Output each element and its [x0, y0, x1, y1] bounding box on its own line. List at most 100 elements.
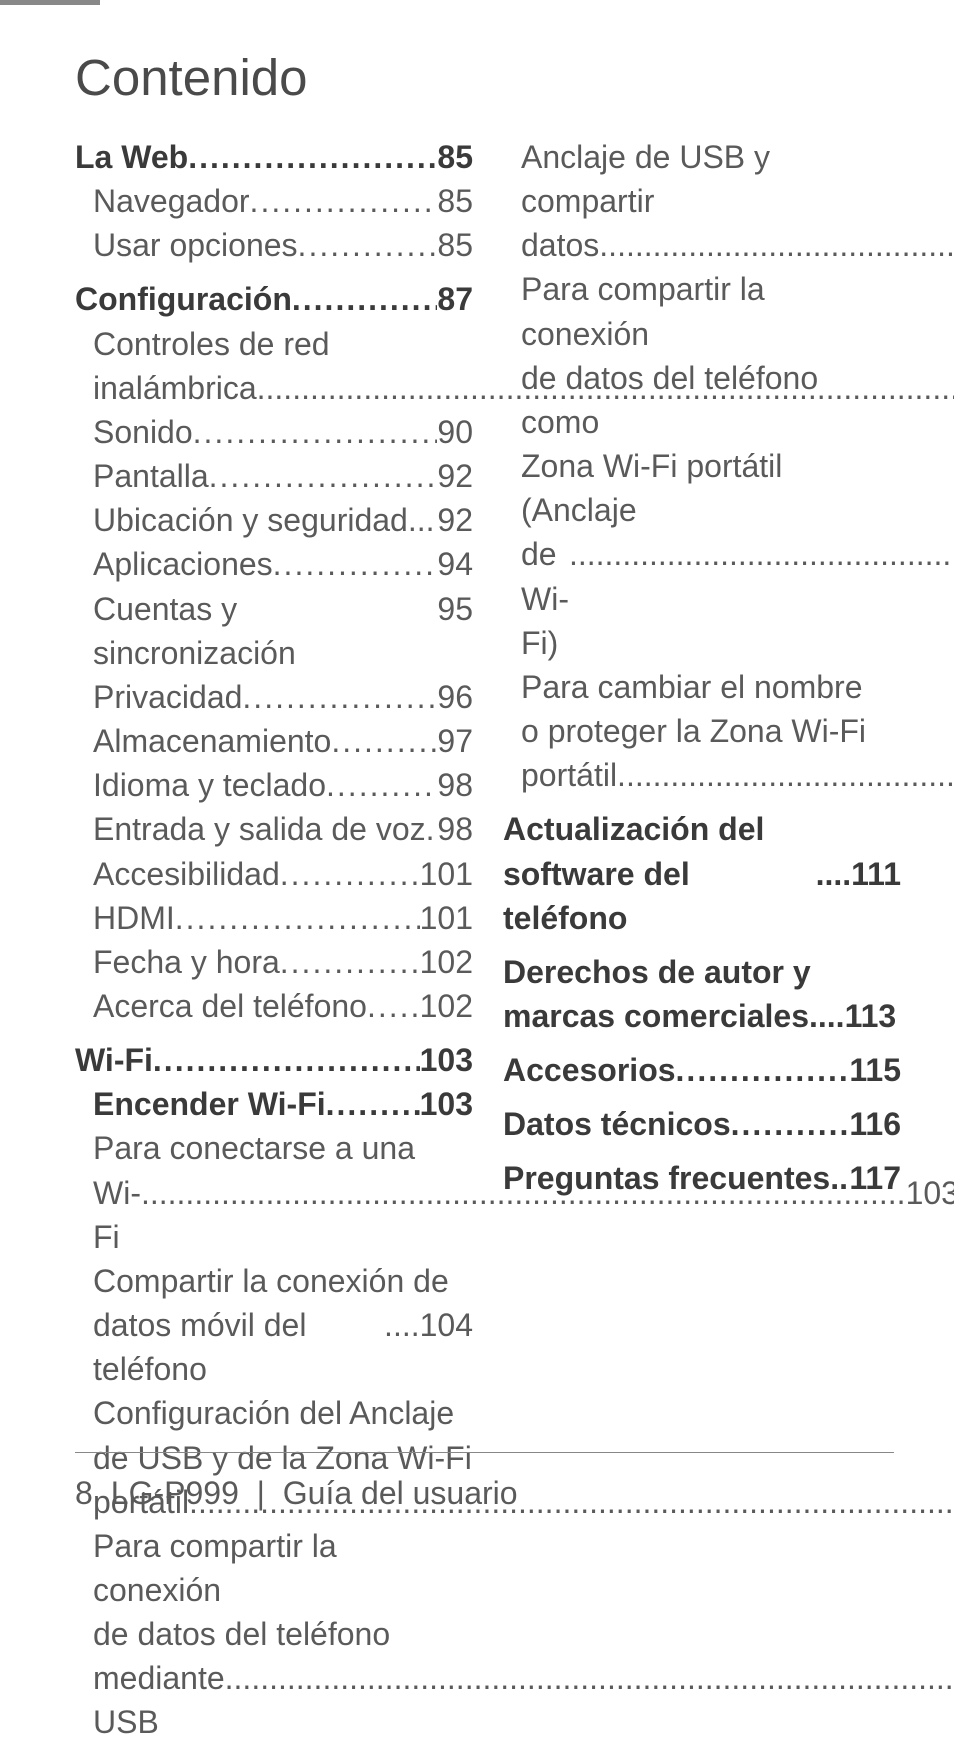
- toc-page-number: 97: [437, 719, 473, 763]
- toc-leader: ........................................…: [250, 179, 438, 223]
- toc-leader: ........................................…: [617, 753, 954, 797]
- toc-entry: Usar opciones...........................…: [75, 223, 473, 267]
- toc-leader: ........................................…: [292, 277, 438, 321]
- toc-leader: ........................................…: [280, 940, 420, 984]
- toc-leader: ........................................…: [569, 532, 954, 576]
- toc-leader: ........................................…: [193, 410, 438, 454]
- toc-label: datos: [521, 223, 599, 267]
- toc-leader: ....: [809, 994, 845, 1038]
- toc-leader: ....: [830, 1156, 849, 1200]
- toc-page-number: 85: [437, 179, 473, 223]
- toc-leader: ........................................…: [367, 984, 420, 1028]
- toc-entry: Fecha y hora............................…: [75, 940, 473, 984]
- toc-entry: Pantalla................................…: [75, 454, 473, 498]
- toc-entry: Privacidad..............................…: [75, 675, 473, 719]
- toc-entry: Datos técnicos..........................…: [503, 1102, 901, 1146]
- toc-leader: ........................................…: [175, 896, 420, 940]
- toc-label-line: Compartir la conexión de: [93, 1259, 473, 1303]
- toc-entry: La Web..................................…: [75, 135, 473, 179]
- toc-entry: Idioma y teclado........................…: [75, 763, 473, 807]
- toc-entry: Accesorios..............................…: [503, 1048, 901, 1092]
- toc-page-number: 111: [851, 852, 901, 896]
- toc-label: Datos técnicos: [503, 1102, 731, 1146]
- toc-page-number: 101: [420, 852, 473, 896]
- toc-leader: ........................................…: [273, 542, 438, 586]
- toc-label: software del teléfono: [503, 852, 816, 940]
- toc-label: La Web: [75, 135, 188, 179]
- toc-label: Configuración: [75, 277, 292, 321]
- toc-label-line: Actualización del: [503, 807, 901, 851]
- toc-label-line: Para compartir la conexión: [93, 1524, 473, 1612]
- toc-leader: ........................................…: [326, 1082, 420, 1126]
- toc-entry: Almacenamiento..........................…: [75, 719, 473, 763]
- toc-label: Wi-Fi: [93, 1171, 141, 1259]
- toc-page-number: 113: [845, 994, 897, 1038]
- toc-label: Entrada y salida de voz: [93, 807, 426, 851]
- toc-page-number: 92: [437, 454, 473, 498]
- toc-label: Aplicaciones: [93, 542, 273, 586]
- toc-leader: ........................................…: [731, 1102, 850, 1146]
- toc-label-line: Controles de red: [93, 322, 473, 366]
- toc-label-line: de datos del teléfono como: [521, 356, 901, 444]
- toc-leader: ....: [426, 807, 438, 851]
- toc-label: datos móvil del teléfono: [93, 1303, 384, 1391]
- toc-page-number: 87: [437, 277, 473, 321]
- footer-guide: Guía del usuario: [283, 1475, 518, 1511]
- toc-page-number: 98: [437, 763, 473, 807]
- toc-entry: Ubicación y seguridad .... 92: [75, 498, 473, 542]
- toc-page-number: 117: [849, 1156, 901, 1200]
- toc-leader: ........................................…: [153, 1038, 420, 1082]
- toc-label: mediante USB: [93, 1656, 225, 1744]
- footer-text: 8LG-P999 | Guía del usuario: [75, 1475, 894, 1512]
- toc-label-line: de datos del teléfono: [93, 1612, 473, 1656]
- toc-label: Acerca del teléfono: [93, 984, 367, 1028]
- toc-entry: Navegador...............................…: [75, 179, 473, 223]
- toc-label-line: Para cambiar el nombre: [521, 665, 901, 709]
- toc-label-line: Configuración del Anclaje: [93, 1391, 473, 1435]
- toc-entry: Acerca del teléfono.....................…: [75, 984, 473, 1028]
- toc-page-number: 104: [420, 1303, 473, 1347]
- toc-entry: Preguntas frecuentes .... 117: [503, 1156, 901, 1200]
- toc-leader: ....: [408, 498, 438, 542]
- toc-entry: Accesibilidad...........................…: [75, 852, 473, 896]
- toc-entry: Controles de redinalámbrica.............…: [75, 322, 473, 410]
- toc-leader: ........................................…: [188, 135, 437, 179]
- toc-leader: ........................................…: [298, 223, 438, 267]
- toc-label: Sonido: [93, 410, 193, 454]
- toc-label: Cuentas y sincronización: [93, 587, 437, 675]
- toc-label: Usar opciones: [93, 223, 298, 267]
- toc-entry: Encender Wi-Fi..........................…: [75, 1082, 473, 1126]
- toc-label: Encender Wi-Fi: [93, 1082, 326, 1126]
- toc-label: inalámbrica: [93, 366, 257, 410]
- toc-label: portátil: [521, 753, 617, 797]
- toc-entry: Aplicaciones............................…: [75, 542, 473, 586]
- toc-label: Wi-Fi: [75, 1038, 153, 1082]
- footer-separator: |: [257, 1475, 265, 1511]
- toc-page-number: 94: [437, 542, 473, 586]
- toc-label-line: Para compartir la conexión: [521, 267, 901, 355]
- toc-leader: ........................................…: [676, 1048, 850, 1092]
- toc-label: Accesorios: [503, 1048, 676, 1092]
- toc-label-line: Anclaje de USB y compartir: [521, 135, 901, 223]
- toc-entry: Derechos de autor ymarcas comerciales ..…: [503, 950, 901, 1038]
- toc-page-number: 85: [437, 223, 473, 267]
- toc-label-line: o proteger la Zona Wi-Fi: [521, 709, 901, 753]
- toc-page-number: 95: [437, 587, 473, 631]
- toc-leader: ........................................…: [331, 719, 437, 763]
- toc-label: Accesibilidad: [93, 852, 280, 896]
- toc-entry: Configuración...........................…: [75, 277, 473, 321]
- toc-entry: Para cambiar el nombreo proteger la Zona…: [503, 665, 901, 797]
- toc-label: HDMI: [93, 896, 175, 940]
- footer-model: LG-P999: [111, 1475, 239, 1511]
- toc-label: Ubicación y seguridad: [93, 498, 408, 542]
- toc-label: marcas comerciales: [503, 994, 809, 1038]
- toc-entry: Anclaje de USB y compartirdatos.........…: [503, 135, 901, 267]
- toc-page-number: 96: [437, 675, 473, 719]
- toc-leader: ....: [384, 1303, 420, 1347]
- toc-leader: ........................................…: [209, 454, 438, 498]
- toc-entry: Cuentas y sincronización .... 95: [75, 587, 473, 675]
- toc-leader: ........................................…: [326, 763, 437, 807]
- toc-entry: Entrada y salida de voz .... 98: [75, 807, 473, 851]
- page-footer: 8LG-P999 | Guía del usuario: [75, 1452, 894, 1512]
- toc-page-number: 116: [849, 1102, 901, 1146]
